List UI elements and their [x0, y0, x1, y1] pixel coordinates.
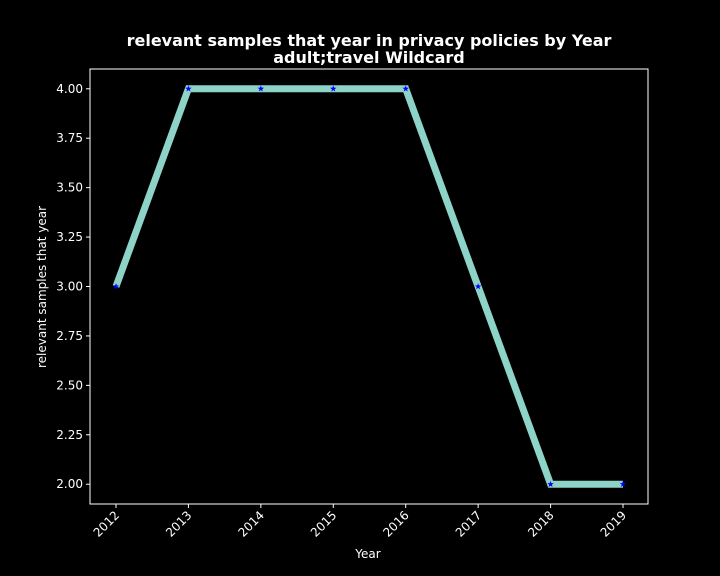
- y-tick-label: 2.75: [56, 329, 83, 343]
- data-point-marker: [185, 85, 192, 92]
- data-point-marker: [257, 85, 265, 92]
- x-tick-label: 2012: [91, 508, 122, 539]
- y-tick-label: 4.00: [56, 82, 83, 96]
- x-tick-label: 2015: [308, 508, 339, 539]
- data-point-marker: [330, 85, 337, 92]
- chart-subtitle: adult;travel Wildcard: [273, 48, 465, 67]
- y-tick-label: 3.25: [56, 230, 83, 244]
- x-tick-label: 2016: [380, 508, 411, 539]
- y-tick-label: 2.00: [56, 477, 83, 491]
- y-axis-label: relevant samples that year: [35, 206, 49, 368]
- x-tick-label: 2014: [235, 508, 266, 539]
- data-point-marker: [112, 283, 120, 290]
- x-tick-label: 2019: [598, 508, 629, 539]
- data-point-marker: [547, 480, 554, 487]
- data-point-marker: [619, 480, 627, 487]
- y-axis: 2.00 2.25 2.50 2.75 3.00 3.25 3.50 3.75 4.00: [56, 82, 90, 491]
- y-tick-label: 3.00: [56, 280, 83, 294]
- series-layer: [112, 85, 627, 488]
- x-tick-label: 2013: [163, 508, 194, 539]
- data-point-marker: [474, 283, 482, 290]
- y-tick-label: 2.25: [56, 428, 83, 442]
- chart-title: relevant samples that year in privacy po…: [127, 31, 612, 50]
- x-tick-label: 2018: [525, 508, 556, 539]
- y-tick-label: 2.50: [56, 378, 83, 392]
- data-point-marker: [402, 85, 409, 92]
- x-tick-label: 2017: [453, 508, 484, 539]
- x-axis-label: Year: [354, 547, 380, 561]
- series-line: [112, 85, 623, 488]
- y-tick-label: 3.75: [56, 131, 83, 145]
- y-tick-label: 3.50: [56, 181, 83, 195]
- x-axis: 2012 2013 2014 2015 2016 2017 2018 2019: [91, 504, 629, 540]
